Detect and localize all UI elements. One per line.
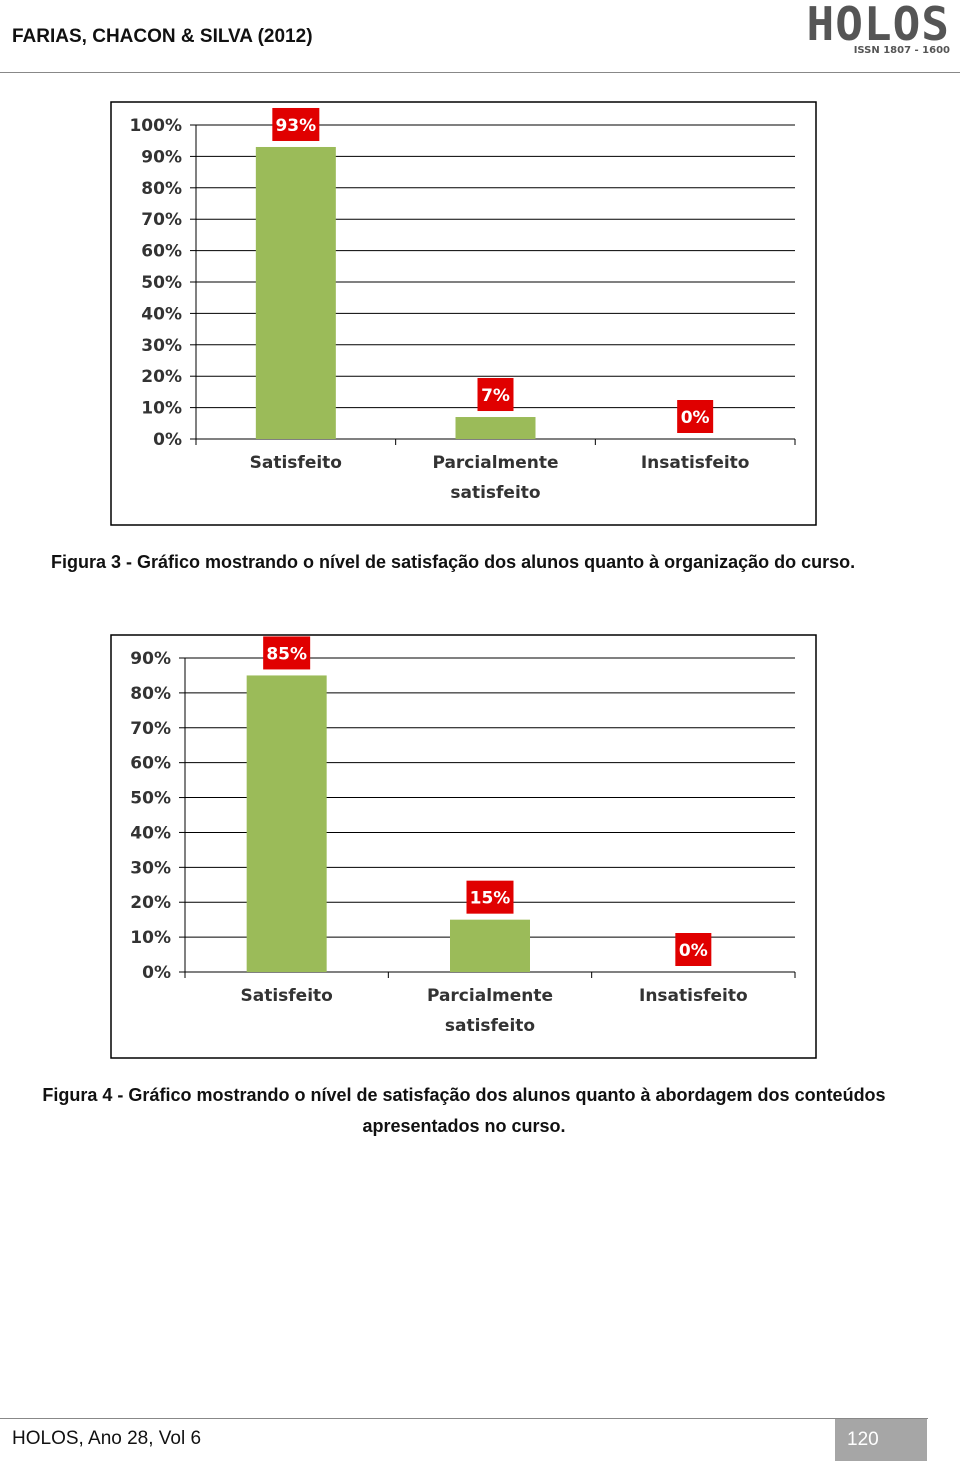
chart-frame: 0% 10% 20% 30% 40% 50% 60% 70% 80% 90% Satisfeito 8…: [110, 634, 817, 1059]
y-tick-label: 40%: [141, 304, 182, 324]
y-tick-label: 90%: [130, 649, 171, 669]
footer-rule: [0, 1418, 928, 1419]
x-tick-label: Parcialmente satisfeito: [432, 453, 558, 503]
y-tick-label: 80%: [141, 179, 182, 199]
value-label: 0%: [679, 941, 708, 961]
y-tick-label: 0%: [142, 963, 171, 983]
value-label-box: [272, 107, 320, 141]
value-label-box: [675, 933, 712, 966]
bar: [450, 919, 530, 972]
value-label-box: [477, 378, 514, 412]
y-tick-label: 80%: [130, 684, 171, 704]
y-tick-label: 10%: [141, 399, 182, 419]
footer-text: HOLOS, Ano 28, Vol 6: [12, 1428, 202, 1449]
x-tick-label: Parcialmente satisfeito: [427, 986, 553, 1036]
y-tick-label: 30%: [141, 336, 182, 356]
y-tick-label: 20%: [141, 367, 182, 387]
y-tick-label: 90%: [141, 147, 182, 167]
issn: ISSN 1807 - 1600: [853, 45, 950, 56]
running-head: FARIAS, CHACON & SILVA (2012): [12, 26, 313, 47]
value-label: 93%: [275, 116, 316, 136]
x-tick-label: Satisfeito: [250, 453, 342, 473]
value-label-box: [466, 880, 514, 914]
y-tick-label: 20%: [130, 893, 171, 913]
value-label-box: [677, 400, 714, 433]
page-number: 120: [835, 1419, 927, 1461]
y-tick-label: 50%: [141, 273, 182, 293]
frame: [110, 634, 817, 1059]
value-label: 85%: [266, 644, 307, 664]
y-tick-label: 70%: [130, 719, 171, 739]
logo-text: HOLOS: [806, 0, 950, 51]
y-tick-label: 70%: [141, 210, 182, 230]
value-label: 15%: [470, 889, 511, 909]
y-tick-label: 0%: [153, 430, 182, 450]
header-rule: [0, 72, 960, 73]
x-tick-label: Satisfeito: [240, 986, 332, 1006]
y-tick-label: 60%: [130, 754, 171, 774]
y-tick-label: 50%: [130, 789, 171, 809]
x-tick-label: Insatisfeito: [639, 986, 748, 1006]
y-tick-label: 30%: [130, 858, 171, 878]
bar: [455, 417, 536, 439]
y-tick-label: 40%: [130, 823, 171, 843]
x-tick-label: Insatisfeito: [641, 453, 750, 473]
journal-logo: HOLOS ISSN 1807 - 1600: [806, 0, 950, 56]
figure-caption: Figura 3 - Gráfico mostrando o nível de …: [51, 552, 856, 572]
bar: [246, 675, 327, 972]
value-label: 0%: [681, 408, 710, 428]
value-label-box: [263, 636, 311, 670]
bar: [255, 146, 336, 440]
y-tick-label: 100%: [129, 116, 182, 136]
figure-caption: Figura 4 - Gráfico mostrando o nível de …: [42, 1085, 886, 1136]
y-tick-label: 10%: [130, 928, 171, 948]
value-label: 7%: [481, 386, 510, 406]
chart-frame: 0% 10% 20% 30% 40% 50% 60% 70% 80% 90% 100% Satisfe…: [110, 101, 817, 526]
y-tick-label: 60%: [141, 242, 182, 262]
